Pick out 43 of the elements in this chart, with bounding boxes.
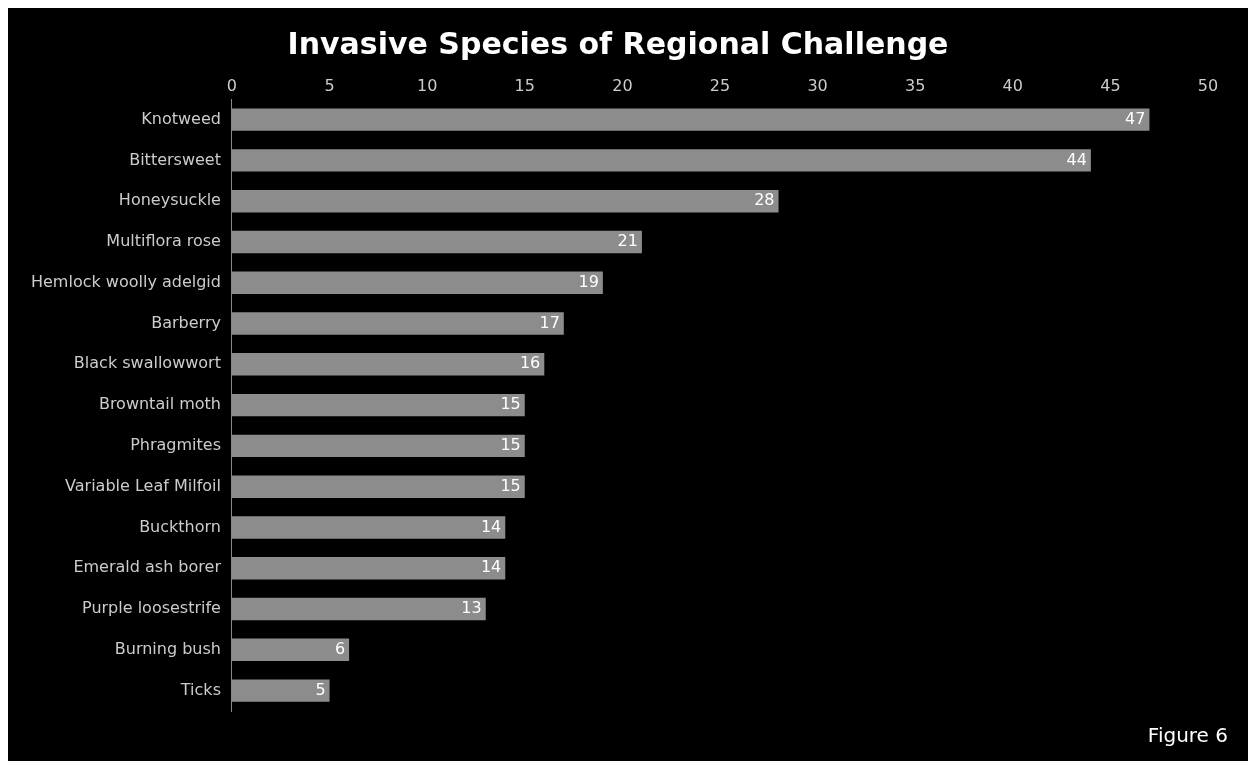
data-label: 17 xyxy=(539,312,560,332)
x-tick-label: 35 xyxy=(905,75,926,95)
y-tick-label: Phragmites xyxy=(130,435,221,455)
data-label: 19 xyxy=(578,271,599,291)
y-tick-label: Honeysuckle xyxy=(118,190,221,210)
data-label: 5 xyxy=(315,679,326,699)
data-label: 14 xyxy=(480,516,502,536)
data-label: 15 xyxy=(500,475,521,495)
x-tick-label: 45 xyxy=(1100,75,1121,95)
x-tick-label: 20 xyxy=(612,75,633,95)
x-tick-label: 15 xyxy=(514,75,535,95)
y-tick-label: Bittersweet xyxy=(129,149,221,169)
data-label: 6 xyxy=(334,638,346,658)
y-tick-label: Multiflora rose xyxy=(106,231,221,251)
y-tick-label: Variable Leaf Milfoil xyxy=(65,475,221,495)
x-tick-label: 40 xyxy=(1002,75,1023,95)
data-label: 21 xyxy=(617,231,638,251)
x-tick-label: 50 xyxy=(1197,75,1219,95)
y-tick-label: Ticks xyxy=(179,679,221,699)
data-label: 15 xyxy=(500,394,521,414)
x-tick-label: 30 xyxy=(807,75,828,95)
x-tick-label: 5 xyxy=(324,75,335,95)
y-tick-label: Burning bush xyxy=(114,638,221,658)
x-tick-label: 25 xyxy=(709,75,731,95)
data-label: 47 xyxy=(1125,108,1146,128)
chart-title: Invasive Species of Regional Challenge xyxy=(287,25,949,61)
data-label: 15 xyxy=(500,435,521,455)
caption: Figure 6 xyxy=(1147,723,1228,747)
y-tick-label: Barberry xyxy=(151,312,221,332)
y-tick-label: Buckthorn xyxy=(139,516,221,536)
data-label: 14 xyxy=(480,557,502,577)
data-label: 28 xyxy=(754,190,775,210)
y-tick-label: Emerald ash borer xyxy=(73,557,222,577)
y-tick-label: Purple loosestrife xyxy=(82,598,221,618)
y-tick-label: Browntail moth xyxy=(98,394,221,414)
y-tick-label: Black swallowwort xyxy=(73,353,221,373)
data-label: 16 xyxy=(519,353,541,373)
x-tick-label: 0 xyxy=(226,75,238,95)
data-label: 44 xyxy=(1066,149,1087,169)
data-label: 13 xyxy=(461,598,482,618)
y-tick-label: Knotweed xyxy=(141,108,221,128)
y-tick-label: Hemlock woolly adelgid xyxy=(30,271,221,291)
x-tick-label: 10 xyxy=(416,75,438,95)
